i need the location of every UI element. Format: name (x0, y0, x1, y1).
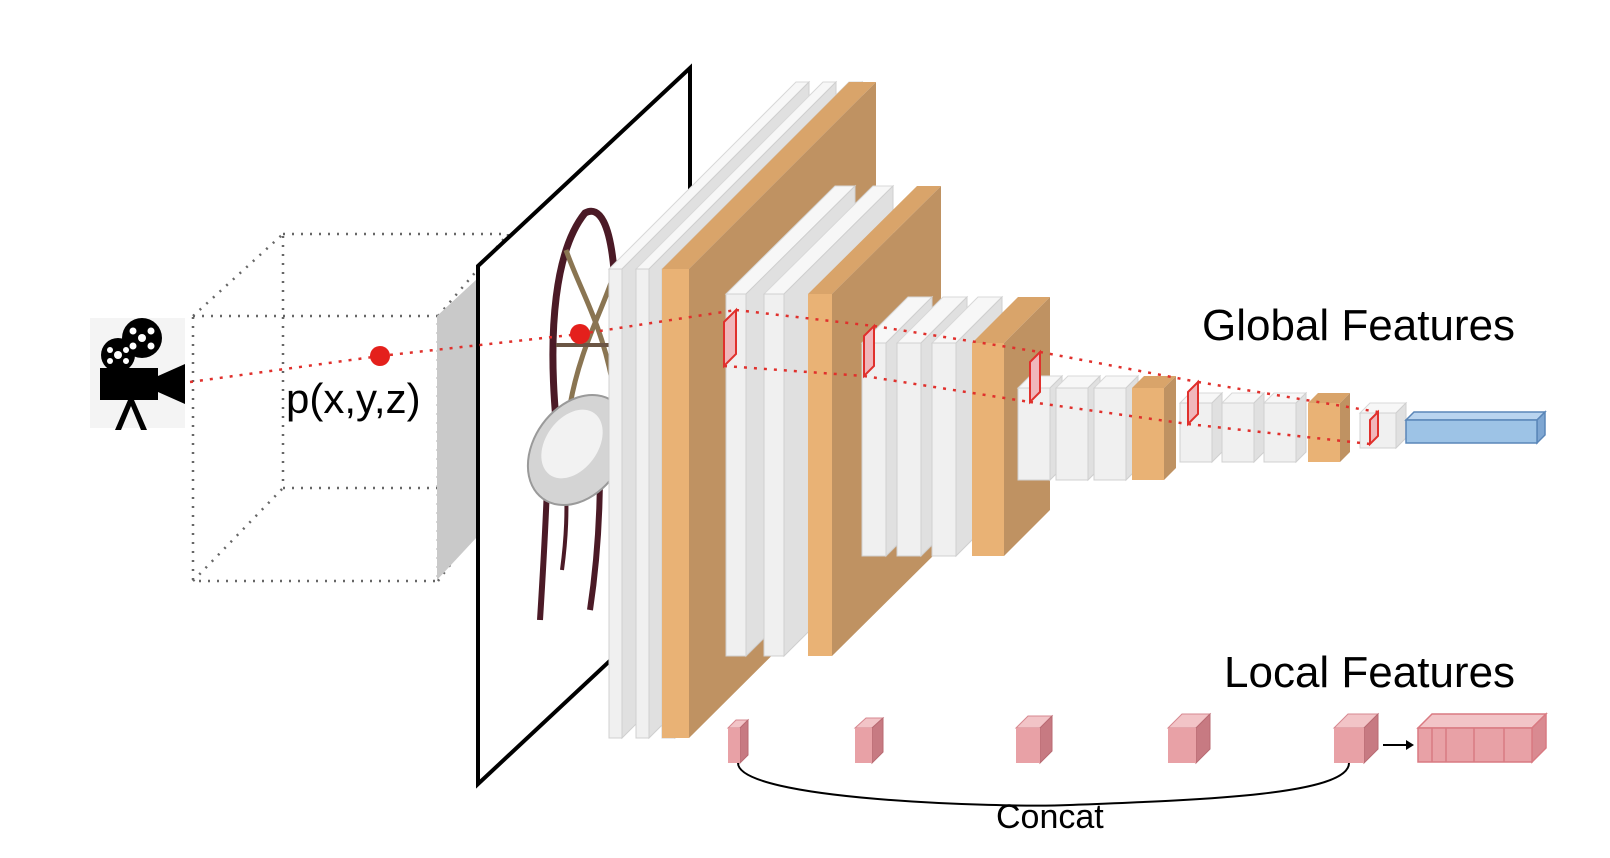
local-feature-cube (726, 718, 750, 765)
conv-layer (1262, 391, 1308, 464)
global-feature-vector (1404, 410, 1547, 445)
pool-layer (1308, 393, 1350, 462)
local-feature-cube (853, 716, 885, 765)
point-3d-marker (370, 346, 390, 366)
projected-point-marker (570, 324, 590, 344)
projection-rays (189, 308, 1379, 446)
local-features-label: Local Features (1224, 648, 1515, 697)
movie-camera-icon (90, 318, 185, 430)
conv-layer (1178, 391, 1224, 464)
concat-bracket (737, 762, 1350, 807)
local-feature-cube (1332, 712, 1380, 765)
conv-layer (1220, 391, 1266, 464)
point-label: p(x,y,z) (286, 375, 421, 422)
conv-block-5 (1178, 391, 1350, 464)
conv-layer (1054, 374, 1102, 482)
conv-layer (1092, 374, 1140, 482)
global-features-label: Global Features (1202, 301, 1515, 350)
feature-patch-markers (723, 307, 1379, 447)
local-feature-cubes (726, 712, 1380, 765)
pool-layer (1132, 376, 1176, 480)
local-feature-cube (1014, 714, 1054, 765)
local-feature-cube (1166, 712, 1212, 765)
local-feature-vector (1416, 712, 1548, 764)
concat-arrow (1383, 740, 1414, 750)
conv-block-4 (1016, 374, 1176, 482)
concat-label: Concat (996, 798, 1104, 836)
